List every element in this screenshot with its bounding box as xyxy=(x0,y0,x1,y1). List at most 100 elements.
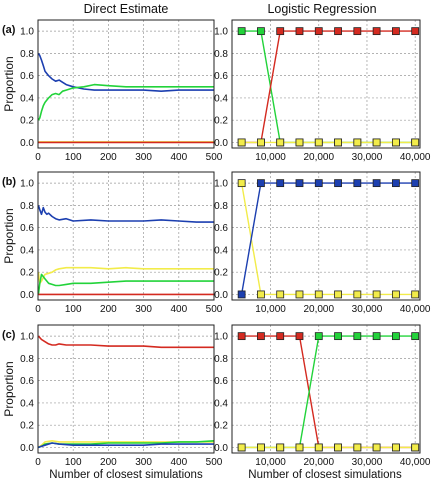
marker-red xyxy=(237,332,246,341)
y-tick-label: 0.2 xyxy=(214,421,228,432)
plot-frame xyxy=(231,171,421,301)
direct-estimate-plot: 0 100 200 300 400 500 0.0 0.2 0.4 0.6 0.8 1.0 xyxy=(20,19,223,163)
marker-green xyxy=(314,332,323,341)
x-tick-label: 100 xyxy=(65,152,82,163)
marker-red xyxy=(314,27,323,36)
x-tick-label: 200 xyxy=(100,152,117,163)
x-tick-label: 400 xyxy=(170,304,187,315)
plot-background xyxy=(232,20,420,148)
y-tick-label: 0.2 xyxy=(20,268,34,279)
plot-frame xyxy=(37,19,215,149)
marker-red xyxy=(257,332,265,341)
panel-a: (a) Proportion 0 100 200 300 400 500 0.0 0.2 0.4 0.… xyxy=(2,19,431,163)
direct-estimate-plot: 0 100 200 300 400 500 0.0 0.2 0.4 0.6 0.8 1.0 xyxy=(20,324,223,468)
marker-yellow xyxy=(411,138,420,147)
marker-yellow xyxy=(353,290,362,299)
y-tick-label: 0.4 xyxy=(214,398,228,409)
plot-frame xyxy=(231,324,421,454)
marker-yellow xyxy=(411,290,420,299)
x-tick-label: 0 xyxy=(35,152,41,163)
marker-blue xyxy=(295,179,304,188)
y-tick-label: 0.8 xyxy=(20,201,34,212)
marker-yellow xyxy=(411,443,420,452)
marker-yellow xyxy=(295,443,304,452)
title-logistic-regression: Logistic Regression xyxy=(267,2,376,16)
logistic-regression-plot: 10,000 20,000 30,000 40,000 0.0 0.2 0.4 0.6 0.8 1… xyxy=(214,19,431,163)
marker-red xyxy=(295,332,304,341)
panel-label: (a) xyxy=(2,24,16,36)
marker-yellow xyxy=(257,290,265,299)
marker-red xyxy=(353,27,362,36)
x-axis-label-left: Number of closest simulations xyxy=(49,469,203,481)
panel-label: (c) xyxy=(2,329,16,341)
y-tick-label: 0.6 xyxy=(214,223,228,234)
plot-frame xyxy=(37,324,215,454)
marker-yellow xyxy=(276,138,285,147)
marker-blue xyxy=(334,179,342,188)
logistic-regression-plot: 10,000 20,000 30,000 40,000 0.0 0.2 0.4 0.6 0.8 1… xyxy=(214,324,431,468)
marker-blue xyxy=(276,179,285,188)
x-tick-label: 200 xyxy=(100,304,117,315)
marker-yellow xyxy=(276,443,285,452)
x-tick-label: 300 xyxy=(135,304,152,315)
x-tick-label: 40,000 xyxy=(400,152,431,163)
series-blue xyxy=(38,442,214,449)
series-green xyxy=(37,273,214,295)
x-tick-label: 0 xyxy=(35,304,41,315)
y-tick-label: 0.8 xyxy=(214,201,228,212)
marker-red xyxy=(276,332,285,341)
marker-yellow xyxy=(391,290,400,299)
y-tick-label: 0.2 xyxy=(20,421,34,432)
panel-label: (b) xyxy=(2,176,16,188)
plot-background xyxy=(232,325,420,453)
marker-yellow xyxy=(314,290,323,299)
x-tick-label: 40,000 xyxy=(400,304,431,315)
series-line-blue xyxy=(240,182,416,295)
marker-green xyxy=(353,332,362,341)
logistic-regression-plot: 10,000 20,000 30,000 40,000 0.0 0.2 0.4 0.6 0.8 1… xyxy=(214,171,431,315)
marker-yellow xyxy=(372,138,381,147)
plot-background xyxy=(38,20,214,148)
y-tick-label: 1.0 xyxy=(20,332,34,343)
y-tick-label: 0.8 xyxy=(214,49,228,60)
marker-blue xyxy=(237,290,246,299)
x-tick-label: 200 xyxy=(100,457,117,468)
x-tick-label: 500 xyxy=(206,457,223,468)
y-tick-label: 1.0 xyxy=(214,332,228,343)
y-tick-label: 0.6 xyxy=(20,223,34,234)
x-tick-label: 20,000 xyxy=(303,304,334,315)
marker-yellow xyxy=(314,138,323,147)
marker-green xyxy=(391,332,400,341)
x-tick-label: 500 xyxy=(206,304,223,315)
marker-red xyxy=(295,27,304,36)
y-tick-label: 0.0 xyxy=(214,443,228,454)
y-tick-label: 0.2 xyxy=(214,116,228,127)
y-tick-label: 1.0 xyxy=(214,27,228,38)
panel-b: (b) Proportion 0 100 200 300 400 500 0.0 0.2 0.4 0.… xyxy=(2,171,431,315)
marker-yellow xyxy=(391,443,400,452)
y-tick-label: 0.4 xyxy=(20,398,34,409)
y-tick-label: 0.8 xyxy=(214,354,228,365)
marker-yellow xyxy=(276,290,285,299)
y-tick-label: 0.0 xyxy=(214,290,228,301)
x-tick-label: 100 xyxy=(65,304,82,315)
y-tick-label: 0.4 xyxy=(20,245,34,256)
marker-yellow xyxy=(295,290,304,299)
marker-yellow xyxy=(237,138,246,147)
y-axis-label: Proportion xyxy=(2,208,16,263)
x-tick-label: 300 xyxy=(135,457,152,468)
marker-blue xyxy=(314,179,323,188)
y-tick-label: 0.0 xyxy=(20,138,34,149)
marker-yellow xyxy=(257,443,265,452)
y-tick-label: 0.6 xyxy=(214,376,228,387)
y-tick-label: 0.2 xyxy=(20,116,34,127)
marker-red xyxy=(276,27,285,36)
y-tick-label: 0.4 xyxy=(20,93,34,104)
x-tick-label: 400 xyxy=(170,457,187,468)
y-tick-label: 0.6 xyxy=(20,376,34,387)
x-tick-label: 30,000 xyxy=(352,457,383,468)
marker-blue xyxy=(257,179,265,188)
marker-blue xyxy=(353,179,362,188)
marker-green xyxy=(334,332,342,341)
